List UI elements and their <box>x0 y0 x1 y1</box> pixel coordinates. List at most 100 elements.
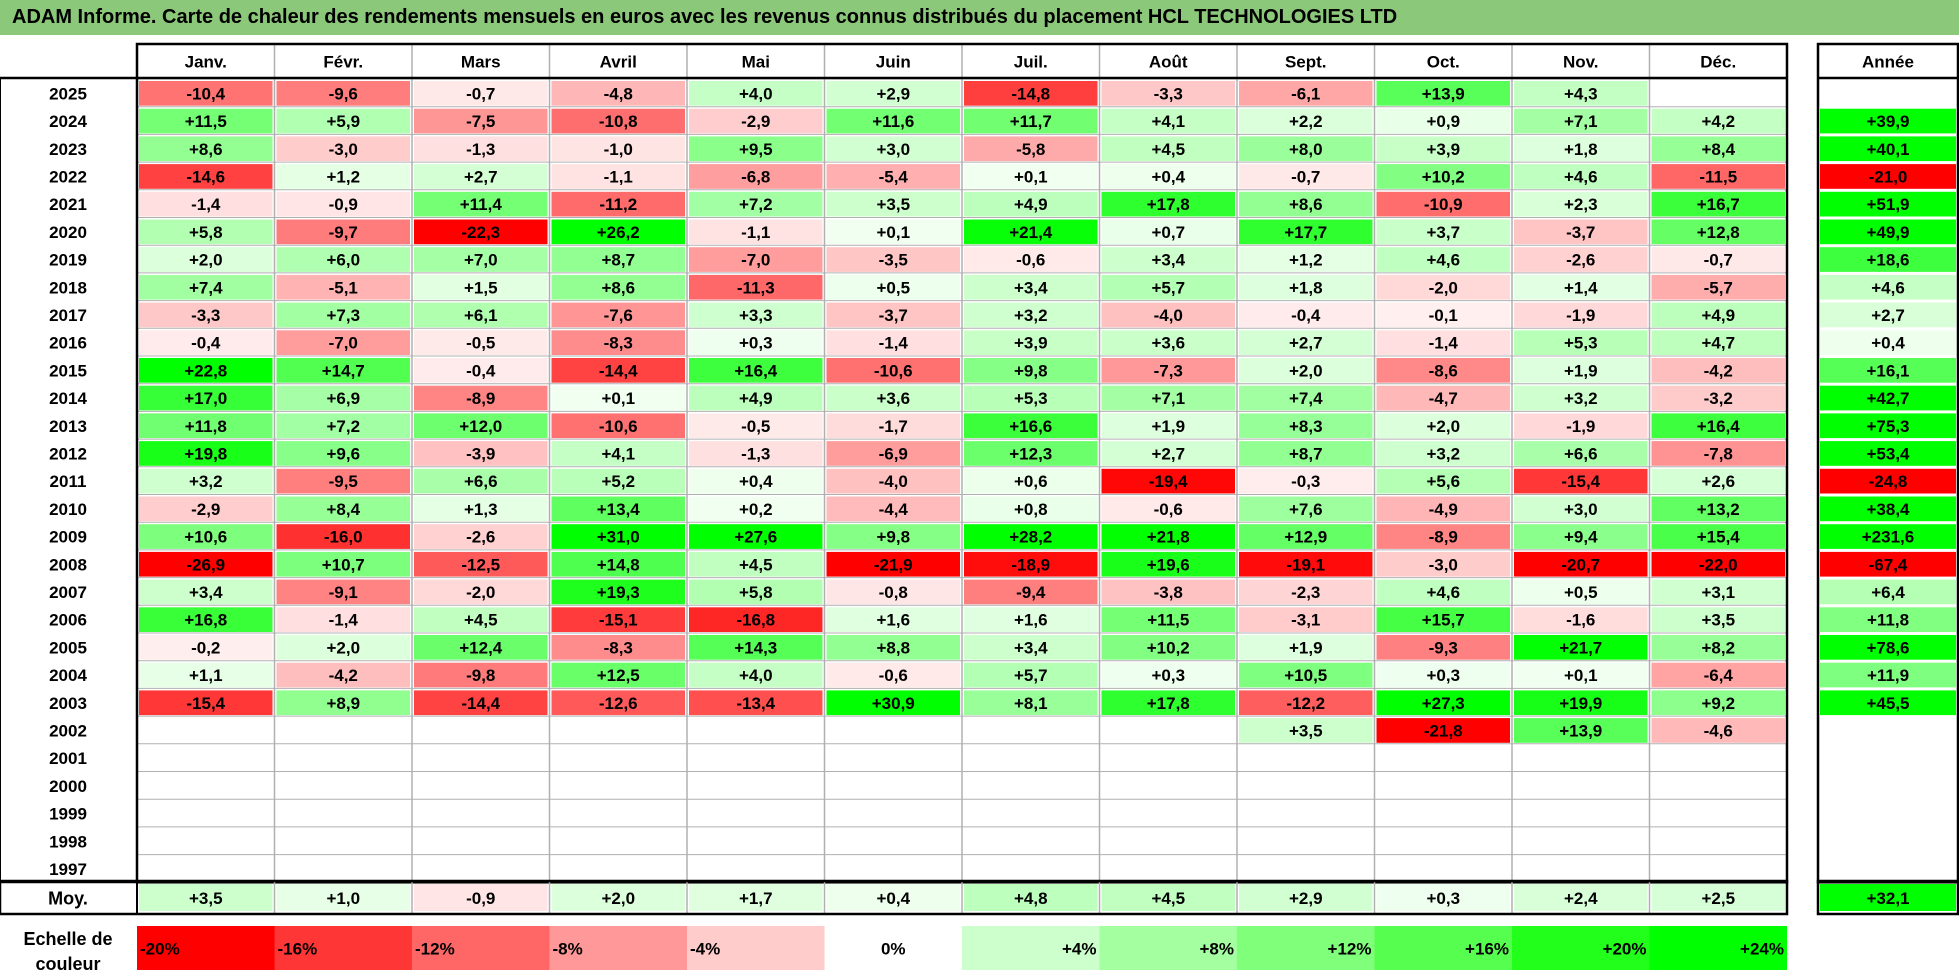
cell-label-2016-6: -1,4 <box>879 334 909 353</box>
cell-2007-11 <box>1514 579 1648 605</box>
cell-label-2011-5: +0,4 <box>739 472 773 491</box>
annual-label-2009: +231,6 <box>1862 528 1914 547</box>
cell-label-2008-6: -21,9 <box>874 555 913 574</box>
cell-2023-6 <box>826 136 960 162</box>
average-label-4: +2,0 <box>601 889 635 908</box>
average-row-label: Moy. <box>48 889 88 909</box>
cell-2000-7 <box>964 773 1098 799</box>
cell-2017-10 <box>1376 302 1510 328</box>
cell-1997-3 <box>414 856 548 882</box>
row-label-2017: 2017 <box>49 306 87 325</box>
cell-label-2003-12: +9,2 <box>1701 694 1735 713</box>
cell-label-2011-2: -9,5 <box>329 472 358 491</box>
row-label-2021: 2021 <box>49 195 87 214</box>
cell-2009-7 <box>964 524 1098 549</box>
cell-label-2014-9: +7,4 <box>1289 389 1323 408</box>
cell-label-2017-3: +6,1 <box>464 306 498 325</box>
cell-2018-2 <box>276 274 410 300</box>
cell-2024-7 <box>964 108 1098 134</box>
cell-label-2019-6: -3,5 <box>879 251 908 270</box>
row-label-2011: 2011 <box>50 472 87 491</box>
annual-label-2012: +53,4 <box>1866 444 1910 463</box>
cell-2017-5 <box>689 302 823 328</box>
cell-label-2018-11: +1,4 <box>1564 278 1598 297</box>
average-annual-frame <box>1816 879 1959 916</box>
cell-2019-1 <box>139 247 273 272</box>
cell-2013-9 <box>1239 413 1373 439</box>
cell-label-2007-11: +0,5 <box>1564 583 1598 602</box>
cell-2000-12 <box>1651 773 1785 799</box>
average-cell-3 <box>414 884 548 911</box>
scale-step-label-12: +24% <box>1740 940 1784 959</box>
cell-label-2004-9: +10,5 <box>1284 666 1327 685</box>
scale-step-label-6: 0% <box>881 940 906 959</box>
cell-2003-6 <box>826 690 960 716</box>
cell-label-2010-9: +7,6 <box>1289 500 1323 519</box>
row-label-2004: 2004 <box>49 666 87 685</box>
cell-label-2007-10: +4,6 <box>1426 583 1460 602</box>
cell-label-2010-1: -2,9 <box>191 500 220 519</box>
annual-cell-1999 <box>1820 801 1956 826</box>
cell-label-2002-9: +3,5 <box>1289 721 1323 740</box>
cell-2008-7 <box>964 551 1098 577</box>
cell-label-2025-6: +2,9 <box>876 84 910 103</box>
annual-frame <box>1816 42 1959 884</box>
cell-label-2009-7: +28,2 <box>1009 528 1052 547</box>
cell-label-2011-7: +0,6 <box>1014 472 1048 491</box>
cell-2022-6 <box>826 164 960 189</box>
cell-2015-12 <box>1651 358 1785 383</box>
cell-label-2021-5: +7,2 <box>739 195 773 214</box>
cell-label-2005-5: +14,3 <box>734 638 777 657</box>
cell-2022-2 <box>276 164 410 189</box>
month-header-9: Sept. <box>1285 53 1327 72</box>
cell-2022-4 <box>551 164 685 189</box>
cell-2014-12 <box>1651 385 1785 411</box>
cell-2007-4 <box>551 579 685 605</box>
cell-label-2009-12: +15,4 <box>1697 528 1741 547</box>
month-header-7: Juil. <box>1014 53 1048 72</box>
row-label-1997: 1997 <box>49 860 87 879</box>
cell-2020-1 <box>139 219 273 245</box>
cell-2012-8 <box>1101 441 1235 466</box>
cell-label-2006-3: +4,5 <box>464 611 498 630</box>
cell-1997-1 <box>139 856 273 882</box>
scale-swatch-9 <box>1237 926 1375 970</box>
cell-2000-8 <box>1101 773 1235 799</box>
cell-2005-12 <box>1651 635 1785 660</box>
annual-cell-2004 <box>1820 662 1956 688</box>
row-label-2013: 2013 <box>49 417 87 436</box>
scale-step-label-8: +8% <box>1200 940 1235 959</box>
cell-label-2014-8: +7,1 <box>1151 389 1185 408</box>
row-label-2007: 2007 <box>49 583 87 602</box>
cell-label-2025-1: -10,4 <box>186 84 225 103</box>
cell-label-2009-4: +31,0 <box>597 528 640 547</box>
cell-label-2015-7: +9,8 <box>1014 361 1048 380</box>
scale-swatch-2 <box>274 926 412 970</box>
cell-label-2016-3: -0,5 <box>466 334 495 353</box>
cell-2011-9 <box>1239 468 1373 494</box>
cell-2009-1 <box>139 524 273 549</box>
cell-1998-3 <box>414 828 548 854</box>
cell-2020-5 <box>689 219 823 245</box>
cell-2011-8 <box>1101 468 1235 494</box>
annual-cell-2023 <box>1820 136 1956 162</box>
month-header-2: Févr. <box>323 53 363 72</box>
cell-label-2013-11: -1,9 <box>1566 417 1595 436</box>
cell-label-2020-3: -22,3 <box>461 223 500 242</box>
cell-2025-10 <box>1376 81 1510 106</box>
annual-cell-2005 <box>1820 635 1956 660</box>
annual-cell-2003 <box>1820 690 1956 716</box>
cell-label-2012-9: +8,7 <box>1289 444 1323 463</box>
cell-label-2003-9: -12,2 <box>1286 694 1325 713</box>
cell-label-2025-7: -14,8 <box>1011 84 1050 103</box>
cell-label-2011-10: +5,6 <box>1426 472 1460 491</box>
cell-2006-12 <box>1651 607 1785 632</box>
cell-2010-1 <box>139 496 273 522</box>
cell-2004-6 <box>826 662 960 688</box>
cell-2002-11 <box>1514 718 1648 743</box>
cell-2015-7 <box>964 358 1098 383</box>
cell-label-2020-9: +17,7 <box>1284 223 1327 242</box>
cell-label-2007-12: +3,1 <box>1701 583 1735 602</box>
cell-2003-7 <box>964 690 1098 716</box>
